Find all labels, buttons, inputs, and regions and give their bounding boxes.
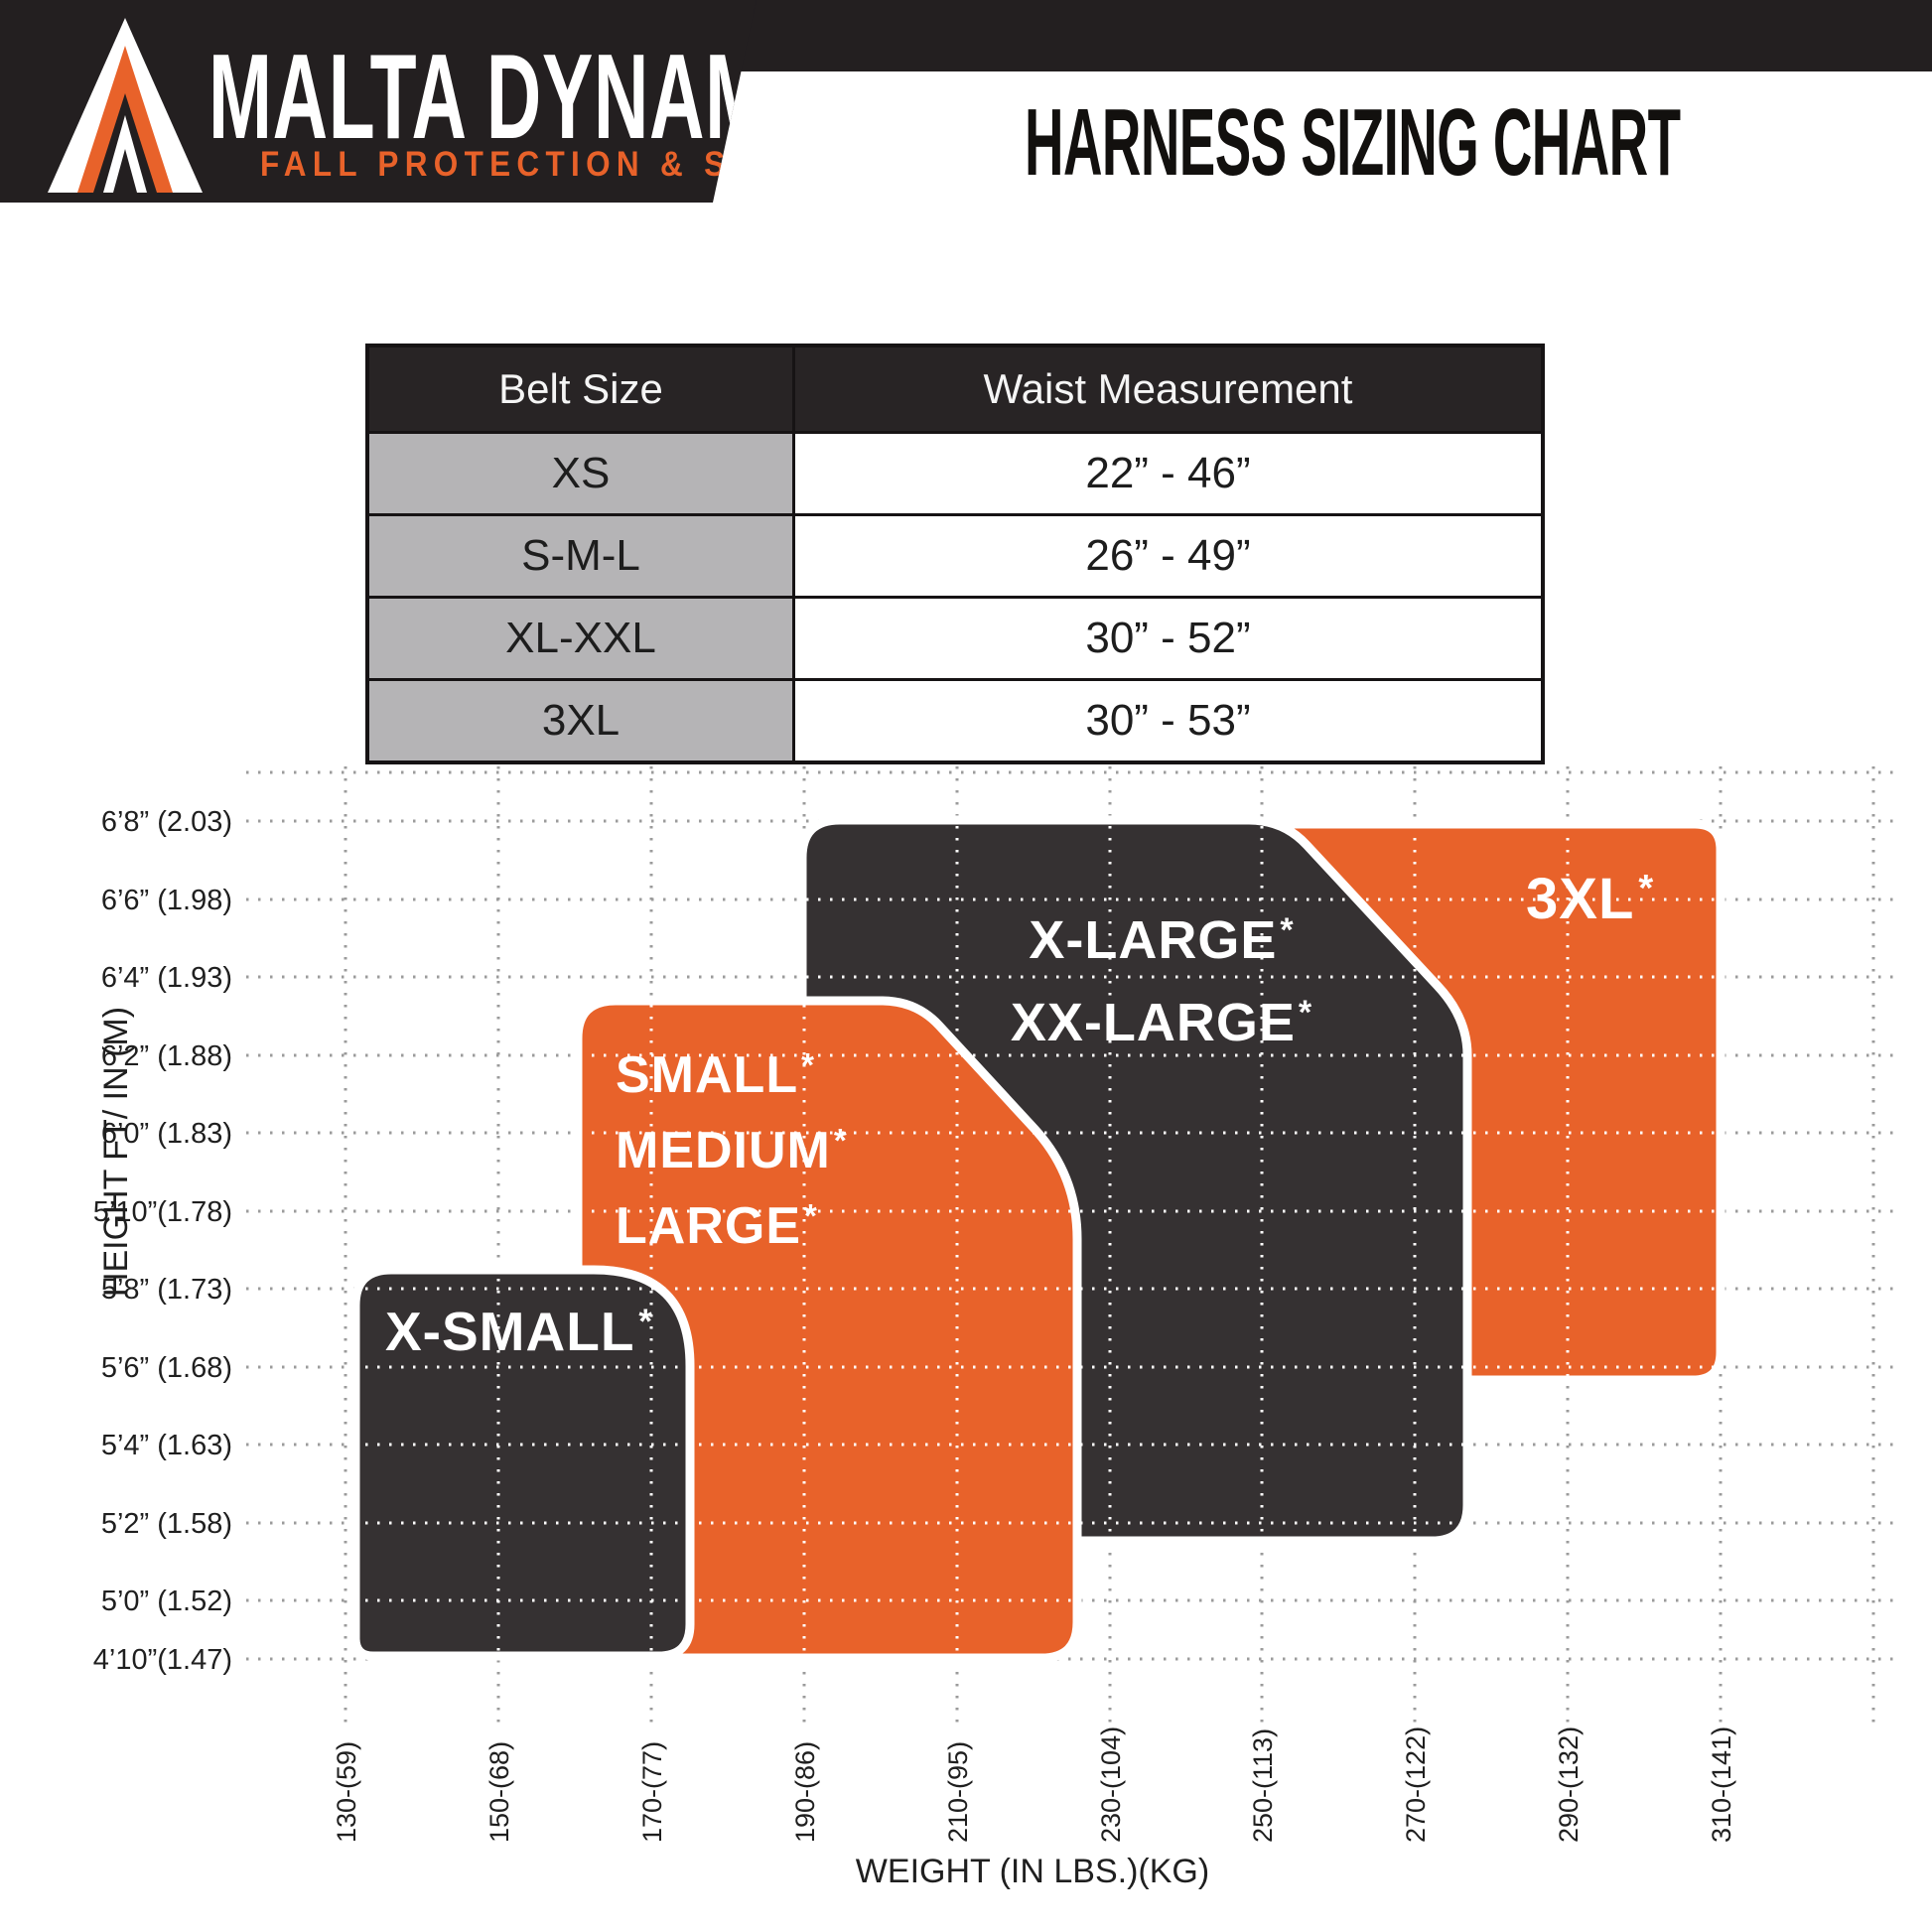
- region-label-small: SMALL*: [616, 1046, 815, 1104]
- footnote-asterisk: *: [804, 1197, 818, 1234]
- malta-dynamics-logo: [46, 16, 205, 195]
- y-tick: 5’2” (1.58): [101, 1508, 232, 1540]
- region-label-xxlarge: XX-LARGE*: [1011, 993, 1312, 1052]
- y-tick: 6’8” (2.03): [101, 806, 232, 838]
- x-tick: 250-(113): [1248, 1728, 1278, 1843]
- footnote-asterisk: *: [1638, 868, 1654, 909]
- table-row-3xl-size: 3XL: [369, 681, 792, 760]
- x-tick: 130-(59): [332, 1741, 361, 1843]
- footnote-asterisk: *: [1299, 994, 1312, 1032]
- belt-size-table: Belt Size Waist Measurement XS 22” - 46”…: [365, 344, 1545, 764]
- table-row-xlxxl-size: XL-XXL: [369, 599, 792, 678]
- table-header-belt-size: Belt Size: [369, 347, 792, 431]
- region-label-medium: MEDIUM*: [616, 1122, 848, 1179]
- x-tick: 150-(68): [484, 1741, 514, 1843]
- y-tick: 5’10”(1.78): [93, 1196, 232, 1228]
- x-axis-title: WEIGHT (IN LBS.)(KG): [856, 1853, 1209, 1890]
- footnote-asterisk: *: [834, 1122, 848, 1159]
- page-title: HARNESS SIZING CHART: [1025, 89, 1681, 196]
- x-tick: 310-(141): [1707, 1726, 1736, 1843]
- logo-mountain-center-cut: [113, 149, 137, 193]
- table-row-xs-size: XS: [369, 434, 792, 513]
- footnote-asterisk: *: [801, 1046, 815, 1083]
- y-axis-title: HEIGHT FT/ IN (M): [97, 1007, 135, 1297]
- y-tick: 6’2” (1.88): [101, 1040, 232, 1072]
- table-row-3xl-waist: 30” - 53”: [795, 681, 1541, 760]
- x-tick: 270-(122): [1401, 1726, 1431, 1843]
- footnote-asterisk: *: [638, 1303, 653, 1341]
- region-label-xsmall: X-SMALL *: [385, 1301, 653, 1362]
- y-tick: 5’0” (1.52): [101, 1586, 232, 1617]
- footnote-asterisk: *: [1280, 911, 1294, 949]
- y-tick: 5’4” (1.63): [101, 1430, 232, 1461]
- y-tick: 6’4” (1.93): [101, 962, 232, 994]
- y-tick: 5’6” (1.68): [101, 1352, 232, 1384]
- table-row-sml-waist: 26” - 49”: [795, 516, 1541, 596]
- table-header-waist: Waist Measurement: [795, 347, 1541, 431]
- x-tick: 230-(104): [1096, 1726, 1126, 1843]
- table-row-sml-size: S-M-L: [369, 516, 792, 596]
- region-label-large: LARGE*: [616, 1197, 818, 1255]
- x-tick: 190-(86): [790, 1741, 820, 1843]
- y-tick: 6’0” (1.83): [101, 1118, 232, 1150]
- x-tick: 210-(95): [943, 1741, 973, 1843]
- y-tick: 4’10”(1.47): [93, 1644, 232, 1676]
- table-row-xlxxl-waist: 30” - 52”: [795, 599, 1541, 678]
- table-row-xs-waist: 22” - 46”: [795, 434, 1541, 513]
- x-tick: 290-(132): [1554, 1726, 1584, 1843]
- region-label-xlarge: X-LARGE*: [1029, 910, 1294, 970]
- x-tick: 170-(77): [637, 1741, 667, 1843]
- y-tick: 5’8” (1.73): [101, 1274, 232, 1306]
- y-tick: 6’6” (1.98): [101, 885, 232, 916]
- region-label-3xl: 3XL *: [1526, 867, 1654, 931]
